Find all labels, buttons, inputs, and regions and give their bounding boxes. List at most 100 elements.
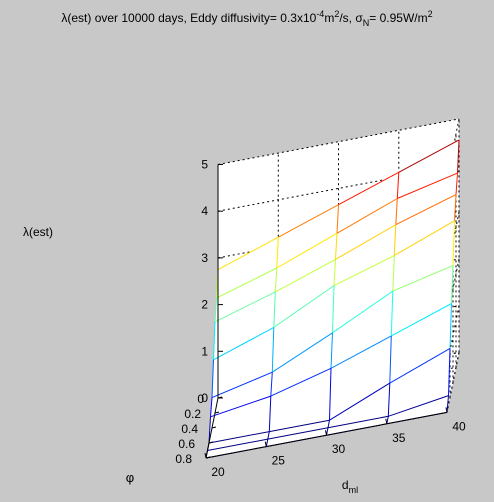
- mesh-line: [449, 303, 452, 349]
- mesh-line: [208, 431, 270, 444]
- z-tick-label: 1: [201, 344, 208, 358]
- surface-patch: [273, 259, 336, 328]
- z-axis-label: λ(est): [23, 225, 53, 239]
- dml-tick-label: 30: [332, 442, 346, 456]
- mesh-line: [274, 267, 278, 292]
- mesh-line: [388, 395, 449, 417]
- x-axis-label: φ: [126, 470, 134, 485]
- surface-patch: [337, 172, 399, 234]
- mesh-line: [278, 204, 339, 238]
- grid-line: [217, 165, 460, 212]
- mesh-line: [271, 327, 275, 373]
- mesh-line: [214, 298, 217, 322]
- y-axis-label-base: d: [342, 478, 349, 492]
- mesh-line: [210, 397, 213, 417]
- mesh-line: [396, 172, 400, 199]
- mesh-line: [394, 220, 455, 256]
- mesh-line: [387, 383, 391, 417]
- surface-patch: [332, 255, 395, 333]
- title-part: /s, σ: [339, 11, 363, 25]
- mesh-line: [207, 438, 268, 451]
- z-tick-label: 4: [201, 204, 208, 218]
- mesh-line: [336, 198, 398, 234]
- z-tick-label: 3: [201, 251, 208, 265]
- mesh-line: [452, 220, 455, 266]
- phi-tick-mark: [211, 426, 217, 429]
- title-subscript: N: [363, 18, 370, 28]
- grid-line: [217, 118, 460, 165]
- surface-patch: [389, 303, 452, 384]
- mesh-line: [333, 259, 336, 286]
- phi-tick-mark: [214, 411, 220, 414]
- mesh-line: [330, 332, 333, 369]
- mesh-line: [273, 285, 335, 328]
- phi-tick-mark: [205, 456, 211, 459]
- surface-patch: [388, 348, 450, 417]
- surface-patch: [397, 139, 459, 199]
- mesh-line: [270, 367, 332, 397]
- surface-patch: [272, 285, 334, 373]
- surface-patch: [269, 368, 331, 432]
- mesh-line: [451, 265, 454, 304]
- surface-patch: [270, 332, 333, 397]
- surface-patch: [326, 416, 389, 436]
- phi-tick-mark: [208, 441, 214, 444]
- mesh-line: [395, 198, 398, 225]
- mesh-line: [268, 396, 272, 432]
- mesh-line: [276, 237, 279, 269]
- surface-patch: [215, 268, 277, 322]
- mesh-line: [333, 255, 395, 287]
- surface-patch: [267, 420, 330, 440]
- phi-tick-label: 0.4: [181, 422, 198, 436]
- phi-tick-label: 0.2: [184, 407, 201, 421]
- surface-patch: [206, 439, 268, 458]
- mesh-line: [211, 359, 214, 398]
- mesh-line: [214, 291, 276, 323]
- dml-tick-label: 20: [211, 465, 225, 479]
- surface-patch: [395, 173, 458, 225]
- dml-tick-label: 40: [452, 419, 466, 433]
- dml-tick-mark: [325, 430, 327, 436]
- dml-tick-mark: [445, 407, 448, 413]
- mesh-line: [273, 291, 276, 328]
- phi-tick-label: 0.8: [175, 452, 192, 466]
- mesh-line: [267, 431, 270, 440]
- surface-patch: [335, 198, 398, 260]
- mesh-line: [213, 326, 275, 361]
- surface-patch: [209, 396, 271, 443]
- surface-patch: [331, 291, 393, 369]
- mesh-line: [335, 233, 338, 260]
- title-part: m: [324, 11, 334, 25]
- title-superscript: -4: [316, 9, 324, 19]
- surface-patch: [392, 220, 455, 292]
- mesh-line: [338, 171, 400, 206]
- z-tick-label: 5: [201, 158, 208, 172]
- mesh-line: [332, 290, 394, 334]
- y-axis-label: dml: [342, 478, 358, 495]
- surface-patch: [386, 395, 449, 424]
- mesh-line: [329, 368, 332, 421]
- mesh-line: [329, 382, 391, 421]
- surface-patch: [391, 265, 453, 336]
- surface-patch: [210, 372, 273, 417]
- surface-patch: [334, 224, 396, 286]
- mesh-line: [208, 416, 211, 444]
- mesh-line: [217, 236, 279, 271]
- mesh-line: [211, 371, 273, 399]
- surface-patch: [213, 291, 276, 360]
- mesh-line: [390, 291, 394, 336]
- mesh-line: [213, 321, 216, 360]
- mesh-line: [332, 285, 335, 333]
- title-superscript: 2: [428, 9, 433, 19]
- title-part: λ(est) over 10000 days, Eddy diffusivity…: [61, 11, 316, 25]
- axis-lines: [204, 164, 448, 459]
- mesh-line: [336, 204, 339, 234]
- z-tick-label: 0: [201, 391, 208, 405]
- mesh-line: [391, 303, 452, 337]
- dml-tick-mark: [264, 441, 267, 447]
- mesh-line: [335, 224, 397, 260]
- mesh-line: [455, 173, 458, 195]
- mesh-line: [270, 372, 273, 397]
- mesh-line: [267, 427, 329, 440]
